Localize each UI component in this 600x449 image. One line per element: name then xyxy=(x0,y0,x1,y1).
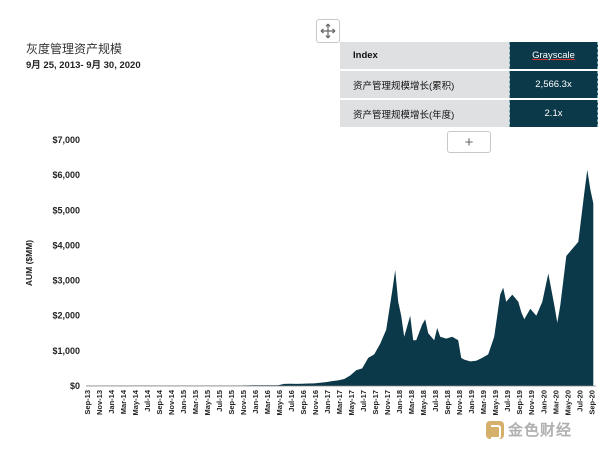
move-handle[interactable] xyxy=(316,19,340,43)
x-tick-label: Jul-15 xyxy=(215,390,224,412)
y-tick-label: $6,000 xyxy=(52,170,80,180)
x-axis: Sep-13 Nov-13 Jan-14 Mar-14 May-14 Jul-14 Sep-… xyxy=(83,389,596,415)
y-tick-label: $5,000 xyxy=(52,205,80,215)
x-tick-label: Mar-18 xyxy=(407,390,416,414)
y-tick-label: $3,000 xyxy=(52,276,80,286)
x-tick-label: Nov-15 xyxy=(239,390,248,415)
x-tick-label: Jan-18 xyxy=(395,390,404,414)
x-tick-label: Mar-15 xyxy=(191,390,200,414)
chart-subtitle: 9月 25, 2013- 9月 30, 2020 xyxy=(26,60,141,71)
x-tick-label: Sep-16 xyxy=(299,390,308,415)
x-tick-label: Jul-17 xyxy=(359,390,368,412)
row-value-annual: 2.1x xyxy=(509,99,598,129)
aum-area-series xyxy=(86,169,594,386)
x-tick-label: Mar-20 xyxy=(551,390,560,414)
x-tick-label: Jul-19 xyxy=(503,390,512,412)
add-button[interactable]: + xyxy=(447,131,491,153)
row-value-cumulative: 2,566.3x xyxy=(509,70,598,100)
x-tick-label: Jan-14 xyxy=(107,389,116,414)
x-tick-label: Nov-13 xyxy=(95,390,104,415)
x-tick-label: Sep-15 xyxy=(227,390,236,415)
x-tick-label: Jan-17 xyxy=(323,390,332,414)
x-tick-label: May-18 xyxy=(419,390,428,415)
x-tick-label: Sep-17 xyxy=(371,390,380,415)
watermark-logo-icon xyxy=(486,420,504,439)
x-tick-label: Sep-18 xyxy=(443,390,452,415)
x-tick-label: Mar-16 xyxy=(263,390,272,414)
x-tick-label: Jul-16 xyxy=(287,390,296,412)
x-tick-label: Jul-20 xyxy=(575,390,584,412)
x-tick-label: Sep-20 xyxy=(587,390,596,415)
x-tick-label: May-16 xyxy=(275,390,284,415)
y-axis: $0 $1,000 $2,000 $3,000 $4,000 $5,000 $6,000 $7… xyxy=(52,135,80,391)
x-tick-label: Mar-17 xyxy=(335,390,344,414)
table-header-label: Index xyxy=(340,42,510,71)
y-tick-label: $1,000 xyxy=(52,346,80,356)
x-tick-label: May-15 xyxy=(203,390,212,415)
row-label-annual: 资产管理规模增长(年度) xyxy=(340,99,510,129)
y-tick-label: $7,000 xyxy=(52,135,80,145)
table-row: 资产管理规模增长(累积) 2,566.3x xyxy=(340,70,598,100)
x-tick-label: May-14 xyxy=(131,389,140,415)
y-tick-label: $0 xyxy=(70,381,80,391)
x-tick-label: Nov-17 xyxy=(383,390,392,415)
y-axis-label: AUM ($MM) xyxy=(24,240,34,286)
x-tick-label: Jan-16 xyxy=(251,390,260,414)
x-tick-label: Jul-18 xyxy=(431,390,440,412)
x-tick-label: Nov-18 xyxy=(455,390,464,415)
table-header-row: Index Grayscale xyxy=(340,42,598,71)
x-tick-label: Nov-14 xyxy=(167,389,176,415)
table-header-value: Grayscale xyxy=(509,42,598,71)
x-tick-label: Jan-19 xyxy=(467,390,476,414)
x-tick-label: Mar-14 xyxy=(119,389,128,414)
x-tick-label: Jan-15 xyxy=(179,390,188,414)
move-icon xyxy=(320,23,336,39)
y-tick-label: $2,000 xyxy=(52,311,80,321)
x-tick-label: May-17 xyxy=(347,390,356,415)
x-tick-label: Nov-19 xyxy=(527,390,536,415)
grayscale-label: Grayscale xyxy=(532,50,575,61)
y-tick-label: $4,000 xyxy=(52,240,80,250)
x-tick-label: Sep-13 xyxy=(83,390,92,415)
x-tick-label: Jan-20 xyxy=(539,390,548,414)
x-tick-label: Sep-19 xyxy=(515,390,524,415)
table-row: 资产管理规模增长(年度) 2.1x xyxy=(340,99,598,129)
x-tick-label: Sep-14 xyxy=(155,389,164,414)
watermark-text: 金色财经 xyxy=(508,422,573,439)
x-tick-label: Mar-19 xyxy=(479,390,488,414)
chart-title: 灰度管理资产规模 xyxy=(26,42,123,56)
x-tick-label: Jul-14 xyxy=(143,389,152,412)
index-table: Index Grayscale 资产管理规模增长(累积) 2,566.3x 资产… xyxy=(340,42,598,129)
watermark: 金色财经 xyxy=(486,419,572,440)
x-tick-label: Nov-16 xyxy=(311,390,320,415)
x-tick-label: May-19 xyxy=(491,390,500,415)
row-label-cumulative: 资产管理规模增长(累积) xyxy=(340,70,510,100)
x-tick-label: May-20 xyxy=(563,390,572,415)
